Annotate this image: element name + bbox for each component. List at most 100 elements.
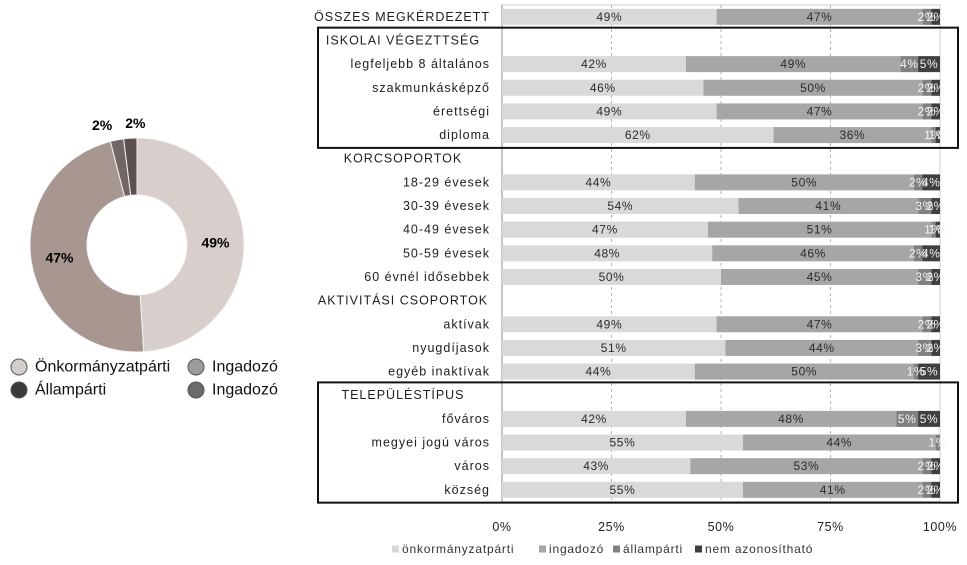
bar-data-label: 44%: [826, 436, 852, 450]
bar-segment: [931, 79, 940, 96]
category-label: legfeljebb 8 általános: [351, 57, 490, 71]
bar-segment: [502, 79, 704, 96]
bar-segment: [931, 339, 940, 356]
donut-slices: [29, 137, 245, 353]
bar-data-label: 5%: [920, 57, 939, 71]
bar-segment: [922, 103, 932, 120]
group-frame: [317, 381, 959, 504]
bar-data-label: 49%: [596, 317, 622, 331]
bar-data-label: 2%: [926, 317, 945, 331]
category-label: 50-59 évesek: [403, 246, 490, 260]
bar-data-label: 5%: [920, 365, 939, 379]
bar-segment: [918, 363, 940, 380]
bar-data-label: 43%: [583, 459, 609, 473]
bar-segment: [935, 127, 940, 144]
category-label: 30-39 évesek: [403, 199, 490, 213]
category-label: ÖSSZES MEGKÉRDEZETT: [314, 9, 490, 24]
legend-swatch: [695, 545, 702, 553]
legend-swatch: [539, 545, 546, 553]
bar-data-label: 49%: [596, 104, 622, 118]
bar-data-label: 50%: [791, 175, 817, 189]
bar-segment: [690, 458, 923, 475]
bar-data-label: 3%: [915, 341, 934, 355]
bar-segment: [502, 245, 713, 262]
bar-segment: [738, 198, 919, 215]
bar-data-label: 55%: [610, 483, 636, 497]
donut-slice: [136, 137, 245, 353]
bar-segment: [502, 127, 774, 144]
bar-segment: [913, 245, 923, 262]
bar-data-label: 5%: [898, 412, 917, 426]
bar-segment: [725, 339, 919, 356]
category-label: 18-29 évesek: [403, 175, 490, 189]
bar-data-label: 1%: [929, 128, 948, 142]
bar-data-label: 1%: [924, 223, 943, 237]
bar-legend: önkormányzatpárti ingadozó állampárti nem a…: [392, 542, 812, 556]
bar-segment: [918, 198, 932, 215]
bar-data-label: 62%: [625, 128, 651, 142]
bar-data-label: 1%: [924, 128, 943, 142]
legend-swatch: [187, 381, 205, 399]
bar-segment: [931, 458, 940, 475]
bar-data-label: 47%: [592, 223, 618, 237]
bar-data-label: 50%: [791, 365, 817, 379]
bar-data-label: 36%: [839, 128, 865, 142]
legend-item: nem azonosítható: [695, 542, 812, 556]
bar-segment: [922, 79, 932, 96]
bar-data-label: 48%: [594, 246, 620, 260]
bar-data-label: 2%: [926, 199, 945, 213]
donut-data-labels: 49% 47% 2% 2%: [45, 115, 230, 265]
bar-segment: [694, 363, 914, 380]
bar-segment: [922, 8, 932, 25]
category-label: főváros: [442, 412, 490, 426]
bar-segment: [502, 316, 717, 333]
bar-segment: [931, 198, 940, 215]
group-frames: [317, 26, 959, 504]
legend-label: ingadozó: [549, 542, 604, 556]
bar-segment: [716, 8, 923, 25]
x-tick-label: 100%: [923, 520, 957, 534]
bar-data-label: 45%: [807, 270, 833, 284]
bar-data-label: 46%: [590, 81, 616, 95]
x-tick-label: 25%: [598, 520, 625, 534]
donut-data-label: 2%: [125, 115, 146, 131]
donut-data-label: 49%: [201, 235, 230, 251]
bar-data-label: 51%: [807, 223, 833, 237]
bar-segment: [502, 268, 721, 285]
category-label: megyei jogú város: [372, 436, 490, 450]
bar-segment: [918, 339, 932, 356]
bar-segment: [913, 174, 923, 191]
group-header: TELEPÜLÉSTÍPUS: [341, 387, 464, 402]
bar-rows: ÖSSZES MEGKÉRDEZETT 49% 47% 2%2%ISKOLAI VÉG…: [314, 8, 948, 498]
bar-data-label: 41%: [815, 199, 841, 213]
bar-data-label: 47%: [807, 317, 833, 331]
bar-data-label: 1%: [907, 365, 926, 379]
category-label: diploma: [439, 128, 490, 142]
bar-segment: [931, 8, 940, 25]
bar-data-label: 2%: [926, 483, 945, 497]
legend-label: Állampárti: [35, 380, 106, 399]
bar-data-label: 48%: [778, 412, 804, 426]
bar-segment: [931, 127, 936, 144]
bar-data-label: 47%: [807, 104, 833, 118]
legend-item: Ingadozó: [187, 381, 278, 399]
legend-item: önkormányzatpárti: [392, 542, 514, 556]
legend-item: állampárti: [613, 542, 683, 556]
donut-slice: [123, 137, 138, 196]
bar-data-label: 3%: [915, 199, 934, 213]
bar-data-label: 4%: [922, 175, 941, 189]
bar-segment: [685, 56, 901, 73]
category-label: nyugdíjasok: [412, 341, 490, 355]
bar-data-label: 4%: [922, 246, 941, 260]
bar-segment: [721, 268, 919, 285]
legend-label: állampárti: [623, 542, 683, 556]
legend-item: Önkormányzatpárti: [10, 358, 170, 376]
bar-segment: [502, 339, 726, 356]
bar-segment: [918, 268, 932, 285]
donut-data-label: 2%: [92, 117, 113, 133]
bar-segment: [773, 127, 932, 144]
bar-data-label: 42%: [581, 57, 607, 71]
group-header: AKTIVITÁSI CSOPORTOK: [318, 293, 488, 308]
bar-data-label: 49%: [780, 57, 806, 71]
